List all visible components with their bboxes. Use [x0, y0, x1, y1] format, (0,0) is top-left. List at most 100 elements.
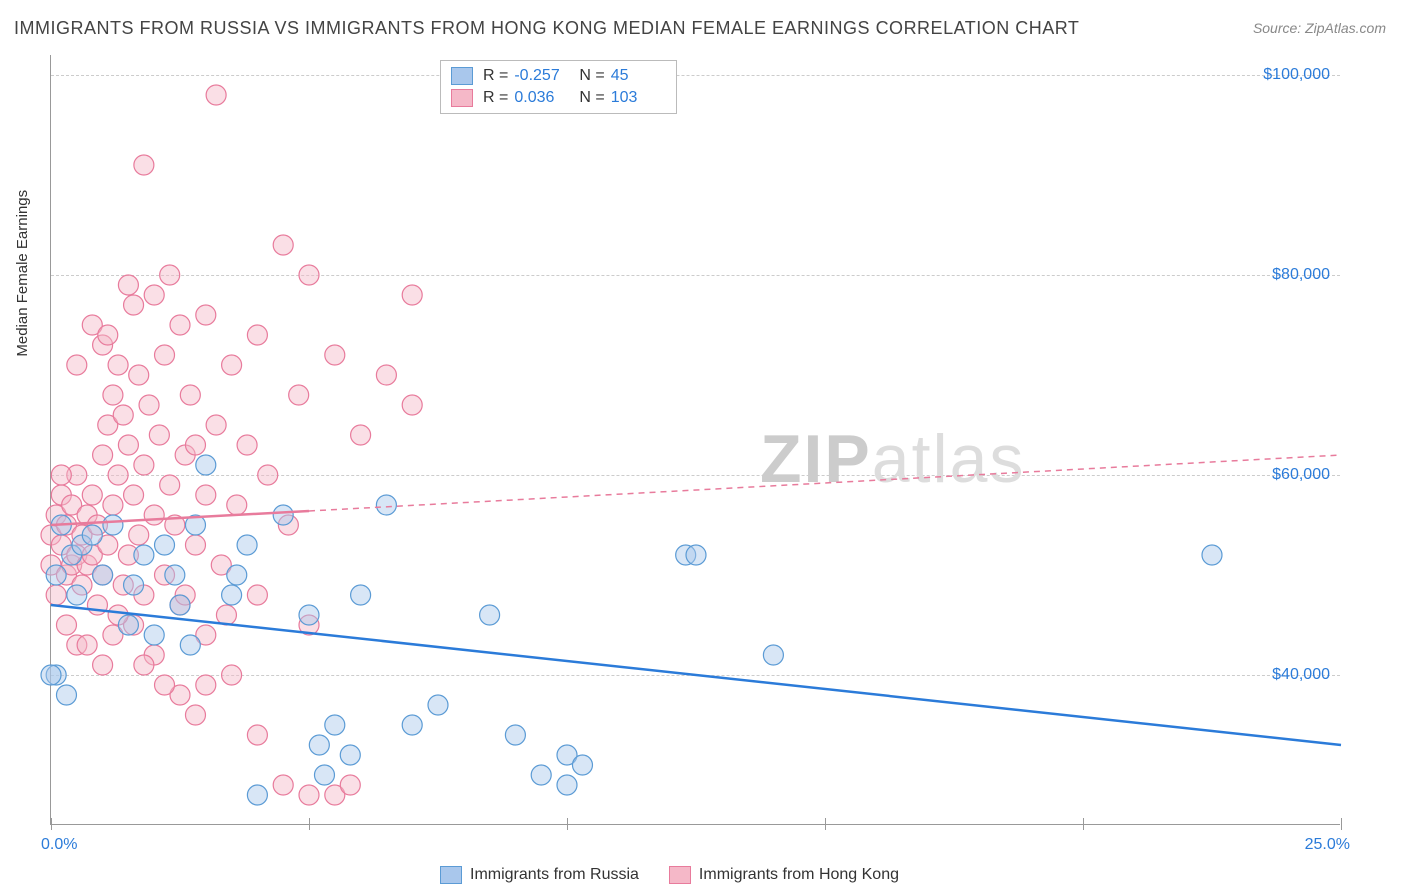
scatter-point [299, 605, 319, 625]
scatter-point [376, 365, 396, 385]
scatter-point [222, 585, 242, 605]
scatter-point [155, 345, 175, 365]
scatter-point [134, 155, 154, 175]
scatter-point [196, 485, 216, 505]
scatter-point [134, 455, 154, 475]
scatter-point [247, 725, 267, 745]
scatter-point [222, 355, 242, 375]
scatter-point [309, 735, 329, 755]
n-label: N = [579, 89, 604, 107]
scatter-point [113, 405, 133, 425]
scatter-point [165, 565, 185, 585]
y-axis-label: Median Female Earnings [14, 190, 31, 357]
scatter-point [325, 345, 345, 365]
scatter-point [376, 495, 396, 515]
scatter-point [144, 285, 164, 305]
scatter-point [185, 535, 205, 555]
scatter-point [247, 325, 267, 345]
scatter-point [93, 445, 113, 465]
scatter-point [51, 465, 71, 485]
scatter-point [67, 585, 87, 605]
legend-item-russia: Immigrants from Russia [440, 866, 639, 884]
regression-line-dashed [309, 455, 1341, 511]
scatter-point [170, 315, 190, 335]
scatter-point [314, 765, 334, 785]
scatter-point [196, 455, 216, 475]
chart-plot-area: $40,000$60,000$80,000$100,0000.0%25.0% [50, 55, 1340, 825]
scatter-point [139, 395, 159, 415]
scatter-point [160, 475, 180, 495]
source-attribution: Source: ZipAtlas.com [1253, 20, 1386, 36]
scatter-point [763, 645, 783, 665]
scatter-point [289, 385, 309, 405]
scatter-point [180, 385, 200, 405]
scatter-point [222, 665, 242, 685]
n-value-russia: 45 [611, 67, 666, 85]
x-tick-label-left: 0.0% [41, 836, 77, 854]
scatter-point [118, 435, 138, 455]
scatter-point [124, 575, 144, 595]
r-label: R = [483, 89, 508, 107]
scatter-point [686, 545, 706, 565]
scatter-point [155, 675, 175, 695]
scatter-point [206, 415, 226, 435]
scatter-point [82, 485, 102, 505]
scatter-point [185, 435, 205, 455]
legend-label-russia: Immigrants from Russia [470, 866, 639, 884]
scatter-point [273, 775, 293, 795]
scatter-point [325, 715, 345, 735]
scatter-point [149, 425, 169, 445]
scatter-point [180, 635, 200, 655]
scatter-point [206, 85, 226, 105]
legend-label-hongkong: Immigrants from Hong Kong [699, 866, 899, 884]
correlation-legend: R = -0.257 N = 45 R = 0.036 N = 103 [440, 60, 677, 114]
scatter-point [77, 635, 97, 655]
scatter-point [93, 565, 113, 585]
swatch-hongkong [451, 89, 473, 107]
scatter-point [227, 565, 247, 585]
scatter-point [103, 515, 123, 535]
scatter-point [118, 275, 138, 295]
scatter-point [134, 655, 154, 675]
scatter-point [129, 365, 149, 385]
scatter-point [196, 305, 216, 325]
scatter-point [118, 615, 138, 635]
r-value-russia: -0.257 [514, 67, 569, 85]
scatter-plot-svg [51, 55, 1340, 824]
n-value-hongkong: 103 [611, 89, 666, 107]
scatter-point [103, 495, 123, 515]
scatter-point [480, 605, 500, 625]
scatter-point [237, 535, 257, 555]
scatter-point [1202, 545, 1222, 565]
scatter-point [46, 585, 66, 605]
scatter-point [56, 615, 76, 635]
swatch-russia-bottom [440, 866, 462, 884]
r-value-hongkong: 0.036 [514, 89, 569, 107]
scatter-point [273, 505, 293, 525]
scatter-point [108, 465, 128, 485]
scatter-point [247, 585, 267, 605]
swatch-hongkong-bottom [669, 866, 691, 884]
scatter-point [98, 325, 118, 345]
scatter-point [144, 505, 164, 525]
scatter-point [340, 775, 360, 795]
scatter-point [67, 355, 87, 375]
scatter-point [299, 785, 319, 805]
scatter-point [124, 485, 144, 505]
scatter-point [216, 605, 236, 625]
scatter-point [144, 625, 164, 645]
scatter-point [572, 755, 592, 775]
scatter-point [351, 425, 371, 445]
scatter-point [155, 535, 175, 555]
scatter-point [227, 495, 247, 515]
n-label: N = [579, 67, 604, 85]
scatter-point [185, 705, 205, 725]
scatter-point [108, 355, 128, 375]
x-tick-label-right: 25.0% [1305, 836, 1350, 854]
scatter-point [505, 725, 525, 745]
scatter-point [196, 675, 216, 695]
scatter-point [428, 695, 448, 715]
scatter-point [299, 265, 319, 285]
scatter-point [170, 595, 190, 615]
scatter-point [531, 765, 551, 785]
